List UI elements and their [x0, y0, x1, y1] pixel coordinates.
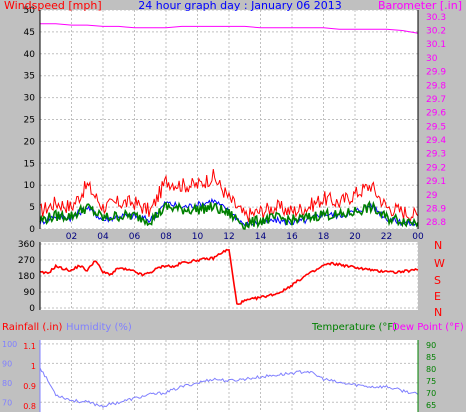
humidity-grid	[40, 340, 419, 412]
temperature-label: Temperature (°F)	[311, 322, 397, 333]
humidity-y-tick-label: 80	[2, 379, 12, 388]
dir-y-tick-label: 90	[24, 288, 36, 298]
x-tick-label: 16	[286, 232, 298, 242]
wind-y-tick-label: 10	[24, 181, 36, 191]
temp-y-tick-label: 80	[426, 365, 436, 374]
x-tick-label: 14	[255, 232, 267, 242]
x-tick-label: 18	[318, 232, 330, 242]
barometer-series	[40, 23, 419, 34]
humidity-y-tick-label: 70	[2, 398, 12, 407]
baro-y-tick-label: 30.2	[426, 27, 446, 37]
humidity-label: Humidity (%)	[66, 322, 132, 333]
temp-y-tick-label: 75	[426, 377, 436, 386]
rain-y-tick-label: 1.1	[23, 342, 36, 351]
wind-y-tick-label: 35	[24, 72, 35, 82]
baro-y-tick-label: 29.9	[426, 68, 446, 78]
dir-y-tick-label: 180	[18, 272, 35, 282]
baro-y-tick-label: 28.9	[426, 204, 446, 214]
wind-y-tick-label: 15	[24, 159, 35, 169]
temp-y-tick-label: 90	[426, 341, 436, 350]
baro-y-tick-label: 30.3	[426, 13, 446, 23]
temp-y-tick-label: 85	[426, 353, 436, 362]
baro-y-tick-label: 30	[426, 54, 438, 64]
x-tick-label: 06	[129, 232, 141, 242]
rainfall-label: Rainfall (.in)	[2, 322, 63, 333]
x-tick-label: 12	[223, 232, 234, 242]
x-tick-label: 00	[412, 232, 424, 242]
baro-y-tick-label: 29.8	[426, 81, 446, 91]
compass-n-bottom: N	[434, 306, 442, 319]
x-tick-label: 04	[97, 232, 109, 242]
chart-title: 24 hour graph day : January 06 2013	[138, 0, 342, 12]
temp-y-tick-label: 65	[426, 401, 436, 410]
wind-y-tick-label: 45	[24, 28, 35, 38]
dewpoint-label: Dew Point (°F)	[392, 322, 464, 333]
compass-s: S	[434, 274, 441, 287]
temp-y-tick-label: 70	[426, 389, 436, 398]
wind-axis-title: Windspeed [mph]	[4, 0, 102, 12]
wind-direction-series	[39, 248, 419, 306]
compass-n-top: N	[434, 239, 442, 252]
wind-y-tick-label: 50	[24, 6, 36, 16]
dir-y-tick-label: 270	[18, 256, 35, 266]
barometer-axis-title: Barometer [.in]	[378, 0, 462, 12]
x-tick-label: 20	[349, 232, 361, 242]
rain-y-tick-label: 0.9	[23, 382, 36, 391]
series-layer	[39, 23, 419, 408]
x-tick-label: 08	[160, 232, 172, 242]
wind-y-tick-label: 5	[29, 203, 35, 213]
baro-y-tick-label: 30.1	[426, 40, 446, 50]
wind-y-tick-label: 25	[24, 116, 35, 126]
humidity-series	[39, 367, 419, 408]
dir-y-tick-label: 360	[18, 240, 35, 250]
wind-y-tick-label: 20	[24, 137, 36, 147]
wind-y-tick-label: 30	[24, 94, 36, 104]
wind-y-tick-label: 40	[24, 50, 36, 60]
baro-y-tick-label: 29	[426, 191, 438, 201]
dir-y-tick-label: 0	[29, 304, 35, 314]
baro-y-tick-label: 28.8	[426, 218, 446, 228]
baro-y-tick-label: 29.4	[426, 136, 446, 146]
baro-y-tick-label: 29.2	[426, 163, 446, 173]
x-tick-label: 10	[192, 232, 204, 242]
baro-y-tick-label: 29.6	[426, 109, 446, 119]
wind-grid	[40, 9, 419, 230]
wind-y-tick-label: 0	[29, 225, 35, 235]
x-tick-label: 02	[66, 232, 77, 242]
compass-w: W	[434, 257, 445, 270]
direction-grid	[40, 242, 419, 310]
x-tick-label: 22	[381, 232, 392, 242]
baro-y-tick-label: 29.5	[426, 122, 446, 132]
rain-y-tick-label: 1	[31, 362, 36, 371]
humidity-y-tick-label: 90	[2, 359, 12, 368]
tick-labels: 02 04 06 08 10 12 14 16 18 20 22 000510152025303540…	[2, 6, 446, 412]
rain-y-tick-label: 0.8	[23, 402, 36, 411]
baro-y-tick-label: 29.3	[426, 150, 446, 160]
wind-series-gust	[39, 200, 419, 230]
compass-e: E	[434, 290, 441, 303]
wind-series-windspeed	[39, 169, 419, 223]
humidity-y-tick-label: 100	[2, 340, 17, 349]
baro-y-tick-label: 29.7	[426, 95, 446, 105]
baro-y-tick-label: 29.1	[426, 177, 446, 187]
